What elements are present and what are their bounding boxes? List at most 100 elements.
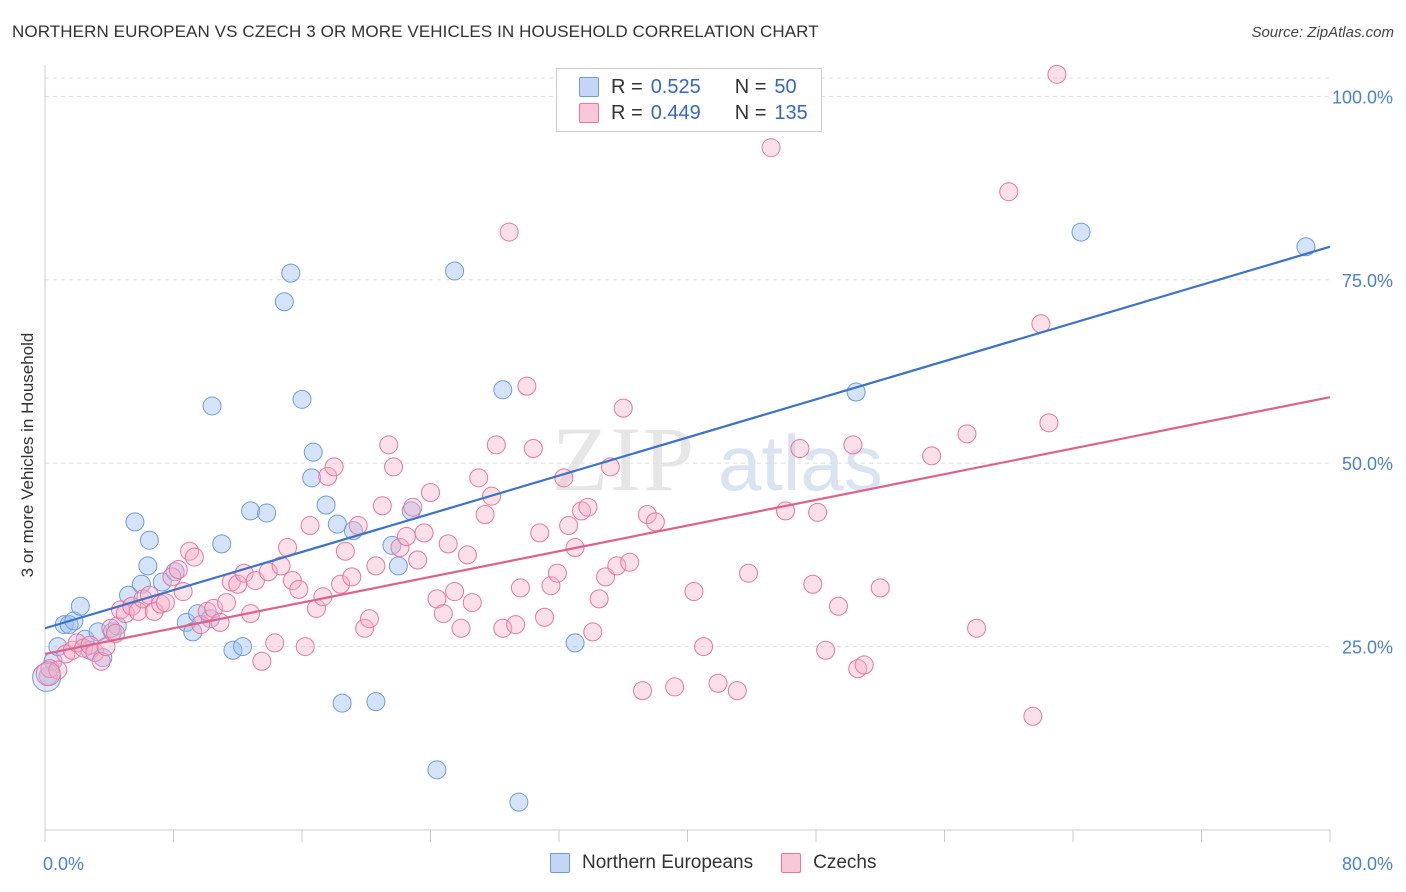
- northern-european-point: [327, 514, 347, 534]
- czech-point: [694, 637, 714, 657]
- y-tick-label: 75.0%: [1342, 271, 1393, 291]
- czech-point: [265, 633, 285, 653]
- czech-point: [438, 534, 458, 554]
- czech-point: [922, 446, 942, 466]
- czech-point: [583, 622, 603, 642]
- czech-point: [372, 496, 392, 516]
- y-tick-label: 25.0%: [1342, 638, 1393, 658]
- czech-point: [414, 523, 434, 543]
- czech-point: [433, 604, 453, 624]
- czech-point: [486, 435, 506, 455]
- czech-point: [457, 545, 477, 565]
- northern-european-point: [70, 596, 90, 616]
- northern-european-point: [332, 693, 352, 713]
- legend-r-value: 0.525: [650, 75, 701, 98]
- czech-point: [252, 651, 272, 671]
- source-label: Source: ZipAtlas.com: [1251, 24, 1394, 41]
- tick-labels: 25.0% 50.0% 75.0% 100.0% 0.0% 80.0%: [43, 87, 1393, 874]
- czech-point: [816, 640, 836, 660]
- northern-european-point: [152, 572, 172, 592]
- czech-point: [589, 589, 609, 609]
- northern-european-point: [125, 512, 145, 532]
- northern-european-point: [131, 574, 151, 594]
- czech-point: [348, 516, 368, 536]
- northern-european-point: [292, 389, 312, 409]
- czech-point: [870, 578, 890, 598]
- czech-point: [535, 607, 555, 627]
- czech-point: [739, 563, 759, 583]
- watermark: ZIP atlas: [552, 408, 883, 510]
- czech-point: [684, 582, 704, 602]
- legend-r-value: 0.449: [650, 101, 701, 124]
- northern-european-point: [303, 442, 323, 462]
- czech-point: [421, 483, 440, 503]
- czech-point: [578, 497, 598, 517]
- czech-point: [620, 552, 640, 572]
- czech-point: [408, 550, 428, 570]
- legend-row-northern-europeans: R = 0.525 N = 50: [579, 74, 797, 100]
- legend-swatch-blue: [550, 853, 570, 873]
- czech-points: [35, 64, 1067, 726]
- czech-point: [469, 468, 489, 488]
- northern-european-point: [274, 292, 294, 312]
- czech-point: [289, 579, 309, 599]
- czech-trend-line: [44, 396, 1331, 656]
- legend-item-northern-europeans: Northern Europeans: [550, 852, 753, 874]
- legend-n-value: 50: [774, 75, 797, 98]
- legend-item-czechs: Czechs: [781, 852, 876, 874]
- czech-point: [390, 538, 410, 558]
- czech-point: [637, 505, 657, 525]
- northern-european-point: [202, 396, 222, 416]
- northern-european-point: [445, 261, 465, 281]
- northern-european-point: [139, 530, 159, 550]
- northern-european-point: [183, 622, 203, 642]
- czech-point: [506, 615, 526, 635]
- axes: [44, 65, 1331, 842]
- czech-point: [999, 182, 1019, 202]
- czech-point: [607, 556, 627, 576]
- legend-label: Czechs: [813, 852, 877, 873]
- czech-point: [517, 376, 537, 396]
- legend-swatch-pink: [579, 103, 599, 123]
- northern-european-point: [846, 382, 866, 402]
- y-axis-label: 3 or more Vehicles in Household: [18, 332, 37, 578]
- czech-point: [761, 138, 781, 158]
- czech-point: [173, 582, 193, 602]
- czech-point: [541, 576, 561, 596]
- northern-european-point: [281, 263, 301, 283]
- legend-r-label: R =: [611, 75, 643, 98]
- watermark-zip: ZIP: [552, 408, 696, 510]
- czech-point: [210, 612, 230, 632]
- czech-point: [530, 523, 550, 543]
- czech-point: [91, 651, 111, 671]
- czech-point: [808, 502, 828, 522]
- legend-label: Northern Europeans: [582, 852, 754, 873]
- czech-point: [335, 541, 355, 561]
- northern-european-point: [493, 380, 513, 400]
- czech-point: [571, 501, 591, 521]
- northern-european-point: [316, 495, 336, 515]
- czech-point: [359, 609, 379, 629]
- czech-point: [445, 582, 465, 602]
- czech-point: [727, 681, 747, 701]
- northern-european-point: [382, 535, 402, 555]
- legend-n-label: N =: [734, 75, 767, 98]
- czech-point: [665, 677, 685, 697]
- czech-point: [366, 556, 386, 576]
- northern-european-point: [366, 692, 386, 712]
- czech-point: [1023, 706, 1043, 726]
- x-tick-label: 0.0%: [43, 854, 84, 874]
- x-tick-label: 80.0%: [1342, 854, 1393, 874]
- czech-point: [48, 660, 68, 680]
- czech-cluster-point: [35, 661, 61, 687]
- czech-point: [318, 466, 338, 486]
- czech-point: [790, 438, 810, 458]
- czech-point: [645, 512, 665, 532]
- northern-european-points: [32, 222, 1316, 812]
- czech-point: [547, 563, 567, 583]
- czech-point: [1047, 64, 1067, 84]
- czech-point: [967, 618, 987, 638]
- czech-point: [300, 516, 320, 536]
- czech-point: [451, 618, 471, 638]
- czech-point: [843, 435, 863, 455]
